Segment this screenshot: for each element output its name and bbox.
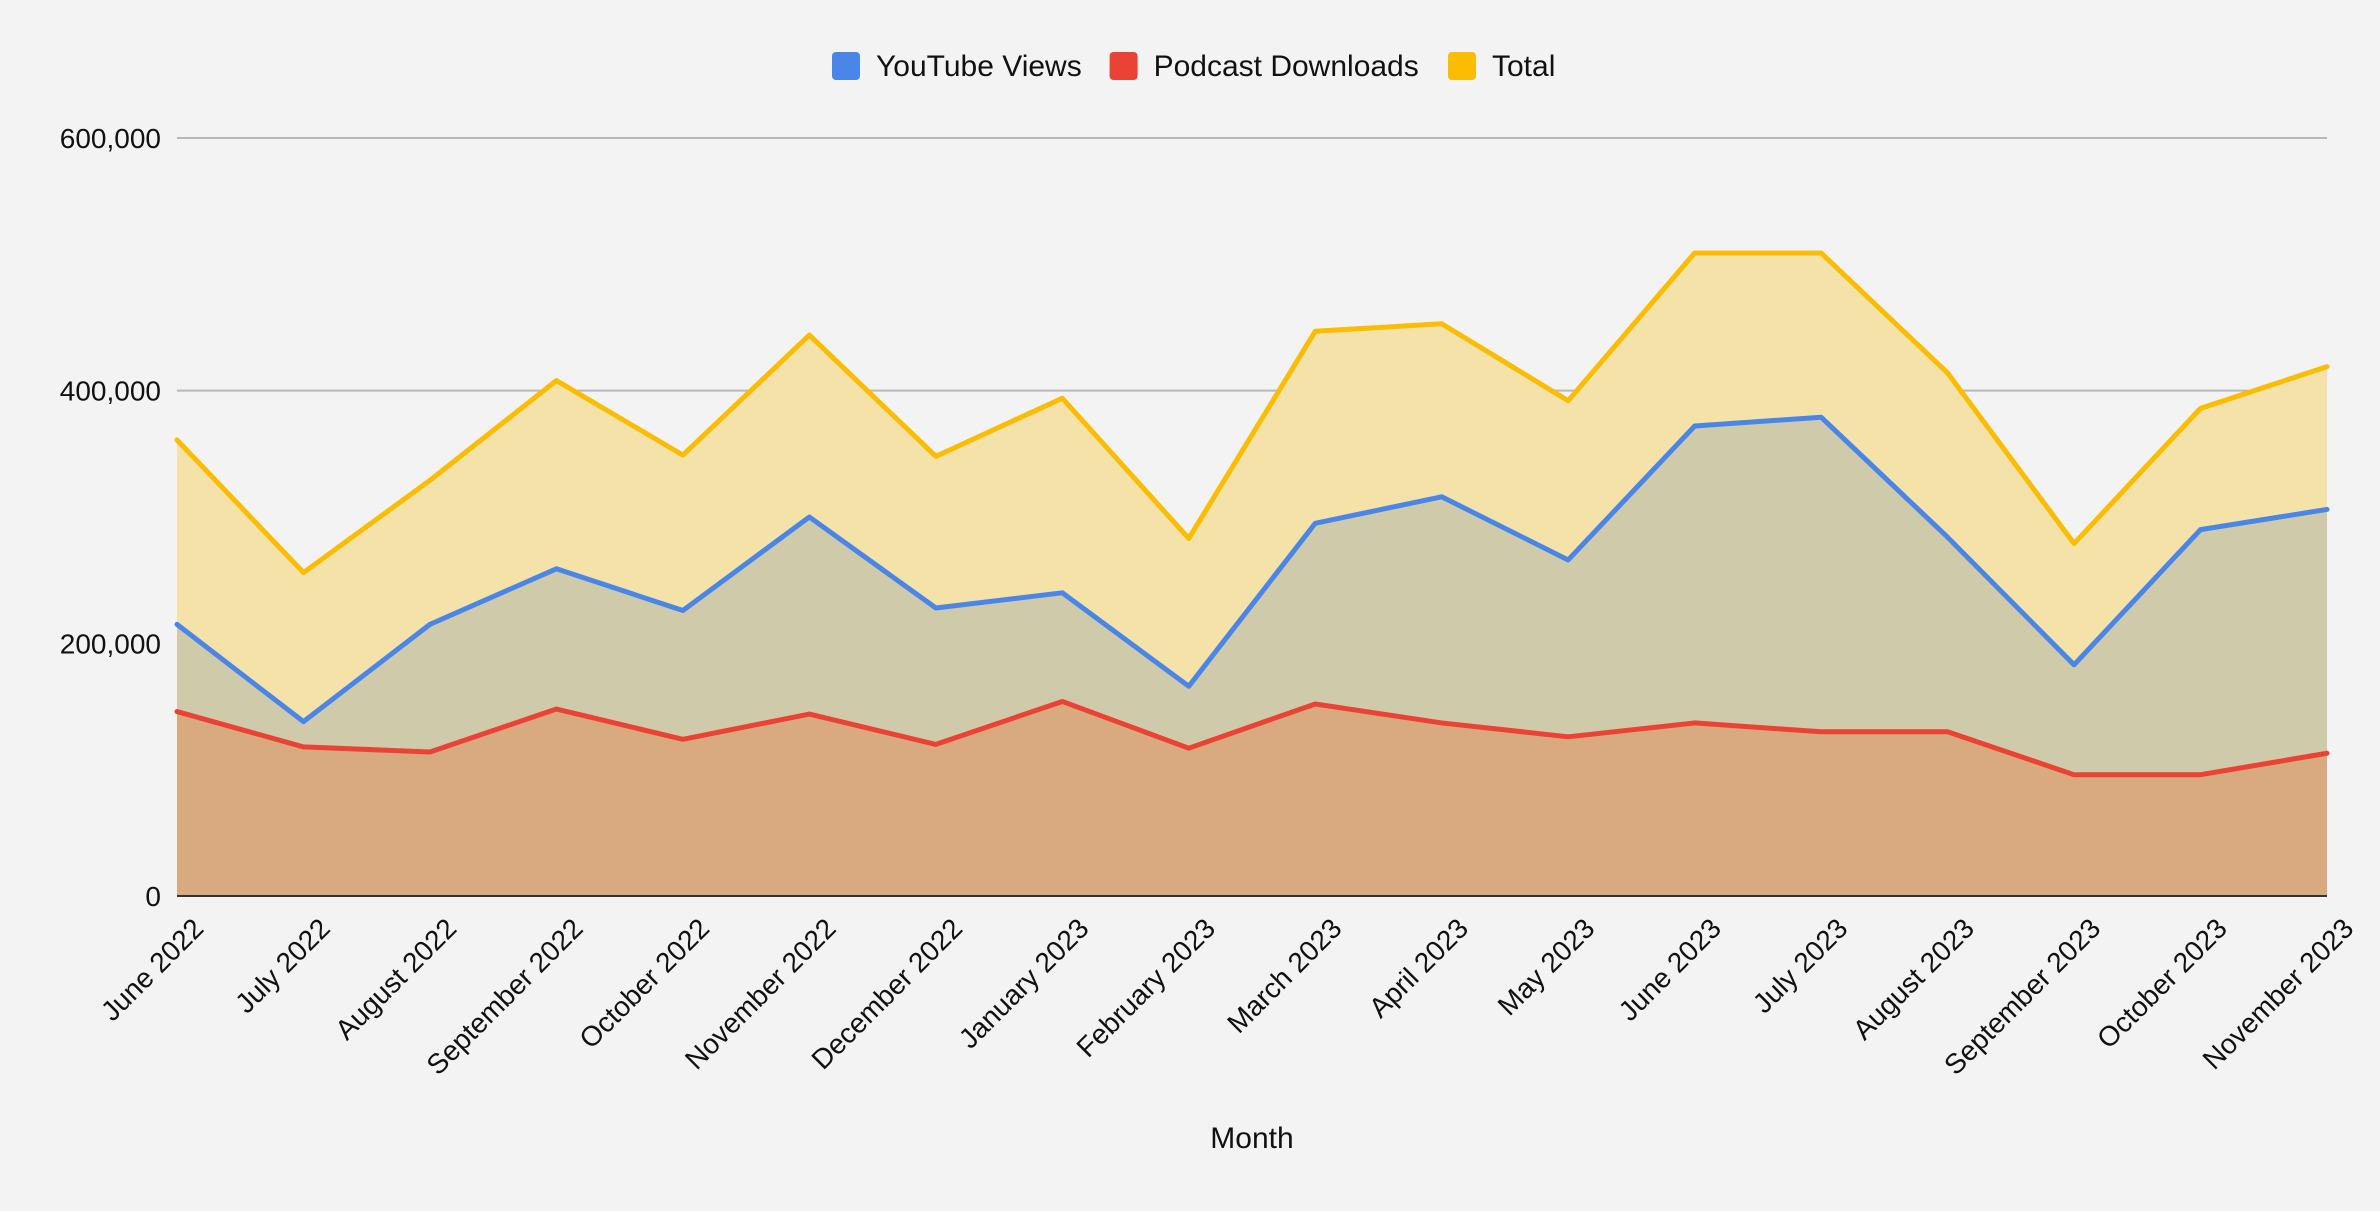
data-point xyxy=(301,744,306,749)
data-point xyxy=(1060,699,1065,704)
data-point xyxy=(1566,734,1571,739)
data-point xyxy=(2325,751,2329,756)
data-point xyxy=(1313,329,1318,334)
data-point xyxy=(301,719,306,724)
data-point xyxy=(2072,772,2077,777)
data-point xyxy=(427,478,432,483)
legend-swatch xyxy=(832,52,860,80)
x-tick-label: October 2023 xyxy=(2091,912,2233,1054)
x-tick-label: May 2023 xyxy=(1492,912,1601,1021)
data-point xyxy=(1313,521,1318,526)
data-point xyxy=(2072,662,2077,667)
data-point xyxy=(1313,701,1318,706)
x-tick-label: July 2023 xyxy=(1747,912,1854,1019)
data-point xyxy=(1186,746,1191,751)
data-point xyxy=(680,737,685,742)
data-point xyxy=(1186,684,1191,689)
data-point xyxy=(2198,406,2203,411)
area-fills xyxy=(177,252,2327,897)
legend-label: Podcast Downloads xyxy=(1154,50,1419,83)
data-point xyxy=(301,570,306,575)
data-point xyxy=(807,712,812,717)
data-point xyxy=(1060,590,1065,595)
data-point xyxy=(1819,729,1824,734)
data-point xyxy=(1566,557,1571,562)
data-point xyxy=(1692,250,1697,255)
data-point xyxy=(175,437,179,442)
x-tick-label: August 2023 xyxy=(1847,912,1980,1045)
data-point xyxy=(1819,415,1824,420)
legend-label: YouTube Views xyxy=(876,50,1082,83)
data-point xyxy=(2198,527,2203,532)
x-axis-title: Month xyxy=(1210,1122,1293,1155)
data-point xyxy=(427,749,432,754)
x-tick-label: October 2022 xyxy=(573,912,715,1054)
data-point xyxy=(1692,424,1697,429)
data-point xyxy=(175,622,179,627)
data-point xyxy=(554,378,559,383)
series-line-youtube-views xyxy=(174,414,2330,725)
legend-item: Podcast Downloads xyxy=(1109,50,1419,83)
legend-swatch xyxy=(1109,52,1138,80)
data-point xyxy=(1945,729,1950,734)
data-point xyxy=(680,608,685,613)
data-point xyxy=(1186,536,1191,541)
x-tick-label: June 2022 xyxy=(95,912,209,1026)
data-point xyxy=(1945,535,1950,540)
x-tick-label: June 2023 xyxy=(1613,912,1727,1026)
x-tick-label: August 2022 xyxy=(329,912,462,1045)
area-podcast-downloads xyxy=(177,701,2327,896)
data-point xyxy=(2325,364,2329,369)
legend: YouTube Views Podcast Downloads Total xyxy=(832,50,1555,83)
data-point xyxy=(933,605,938,610)
data-point xyxy=(933,454,938,459)
data-point xyxy=(933,742,938,747)
data-point xyxy=(680,453,685,458)
data-point xyxy=(2325,507,2329,512)
data-point xyxy=(1439,720,1444,725)
data-point xyxy=(427,622,432,627)
data-point xyxy=(807,515,812,519)
x-tick-label: March 2023 xyxy=(1221,912,1347,1038)
data-point xyxy=(807,333,812,338)
series-line-total xyxy=(174,250,2330,576)
data-point xyxy=(1692,720,1697,725)
legend-label: Total xyxy=(1492,50,1555,83)
data-point xyxy=(1945,370,1950,375)
y-tick-label: 200,000 xyxy=(60,628,161,659)
data-point xyxy=(554,707,559,712)
legend-item: YouTube Views xyxy=(832,50,1082,83)
x-tick-label: July 2022 xyxy=(229,912,336,1019)
data-point xyxy=(1566,398,1571,403)
y-tick-label: 0 xyxy=(145,881,161,912)
data-point xyxy=(175,709,179,714)
x-tick-label: April 2023 xyxy=(1363,912,1474,1023)
data-point xyxy=(1439,494,1444,499)
data-point xyxy=(1439,321,1444,326)
data-point xyxy=(554,566,559,571)
data-point xyxy=(2072,541,2077,546)
data-point xyxy=(2198,772,2203,777)
y-tick-label: 600,000 xyxy=(60,123,161,154)
series-line-podcast-downloads xyxy=(174,698,2330,778)
data-point xyxy=(1060,396,1065,401)
legend-swatch xyxy=(1448,52,1476,80)
x-tick-label: January 2023 xyxy=(953,912,1095,1054)
y-tick-label: 400,000 xyxy=(60,376,161,407)
data-point xyxy=(1819,250,1824,255)
legend-item: Total xyxy=(1448,50,1555,83)
series-lines xyxy=(174,250,2330,778)
